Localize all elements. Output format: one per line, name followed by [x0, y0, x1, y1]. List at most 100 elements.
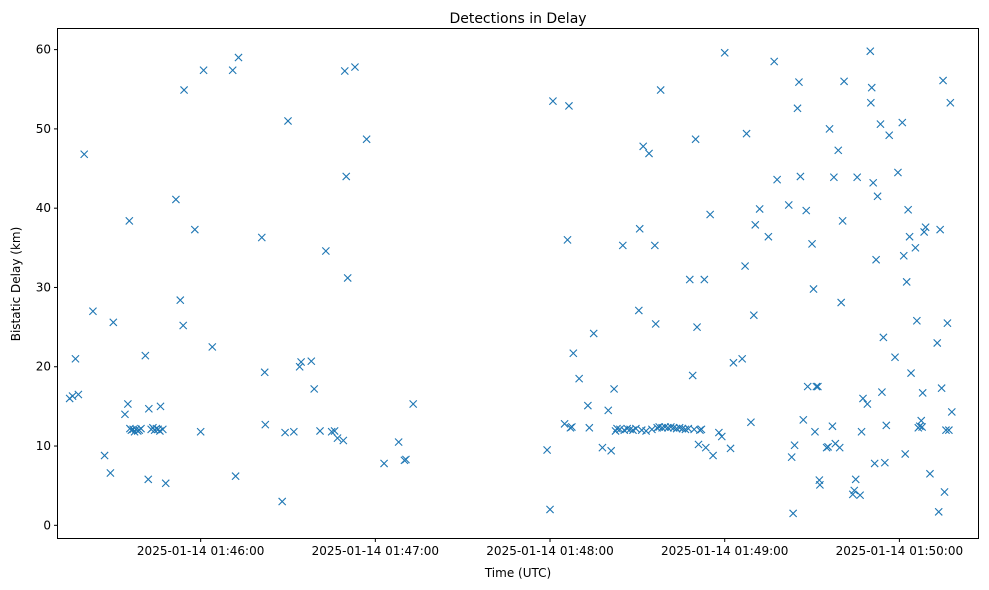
data-point: [180, 86, 189, 95]
y-axis-title: Bistatic Delay (km): [9, 227, 23, 342]
data-point: [838, 216, 847, 225]
data-point: [71, 354, 80, 363]
data-point: [876, 120, 885, 129]
y-tick-label: 0: [43, 518, 51, 532]
data-point: [598, 443, 607, 452]
data-point: [548, 97, 557, 106]
data-point: [152, 424, 161, 433]
data-point: [828, 422, 837, 431]
data-point: [88, 307, 97, 316]
data-point: [401, 455, 410, 464]
data-point: [685, 275, 694, 284]
data-point: [611, 426, 620, 435]
data-point: [635, 224, 644, 233]
data-point: [784, 201, 793, 209]
data-point: [912, 316, 921, 325]
data-point: [904, 205, 913, 214]
data-point: [824, 442, 833, 451]
data-point: [678, 424, 687, 433]
data-point: [834, 146, 843, 155]
data-point: [141, 351, 150, 360]
data-point: [851, 475, 860, 484]
data-point: [866, 98, 875, 107]
data-point: [563, 235, 572, 244]
data-point: [564, 101, 573, 110]
data-point: [234, 53, 243, 62]
data-point: [693, 323, 702, 332]
data-point: [793, 104, 802, 113]
data-point: [604, 406, 613, 415]
data-point: [940, 488, 949, 497]
data-point: [342, 172, 351, 181]
data-point: [717, 432, 726, 441]
y-tick-label: 50: [36, 122, 51, 136]
data-point: [898, 118, 907, 127]
data-point: [228, 66, 237, 75]
data-point: [179, 321, 188, 330]
data-point: [106, 468, 115, 477]
data-point: [297, 358, 306, 366]
data-point: [691, 135, 700, 144]
data-point: [321, 247, 330, 255]
data-point: [755, 204, 764, 213]
data-point: [918, 423, 927, 431]
data-point: [156, 402, 165, 411]
data-point: [612, 424, 621, 433]
data-point: [944, 426, 953, 435]
data-point: [68, 392, 77, 401]
data-point: [350, 63, 359, 72]
data-point: [870, 459, 879, 468]
data-point: [295, 362, 304, 371]
data-point: [825, 124, 834, 133]
data-point: [658, 423, 667, 432]
data-point: [560, 419, 569, 428]
y-tick-label: 10: [36, 439, 51, 453]
data-point: [941, 426, 950, 435]
data-point: [394, 438, 403, 447]
data-point: [802, 206, 811, 215]
data-point: [109, 318, 118, 327]
data-point: [905, 232, 914, 241]
data-point: [720, 48, 729, 57]
x-axis-title: Time (UTC): [484, 566, 551, 580]
data-point: [289, 427, 298, 436]
data-point: [810, 427, 819, 436]
data-point: [808, 239, 817, 248]
data-point: [920, 227, 929, 236]
data-point: [694, 440, 703, 449]
data-point: [310, 384, 319, 393]
x-axis-ticks: 2025-01-14 01:46:00 2025-01-14 01:47:00 20…: [137, 538, 963, 558]
x-tick-label: 2025-01-14 01:47:00: [312, 544, 439, 558]
data-point: [623, 424, 632, 433]
data-point: [307, 357, 316, 366]
y-tick-label: 30: [36, 280, 51, 294]
data-point: [946, 98, 955, 107]
data-point: [663, 423, 672, 432]
x-tick-label: 2025-01-14 01:50:00: [836, 544, 963, 558]
data-point: [934, 507, 943, 516]
y-tick-label: 40: [36, 201, 51, 215]
chart-title: Detections in Delay: [449, 11, 586, 27]
data-point: [790, 441, 799, 450]
data-point: [669, 423, 678, 432]
data-point: [569, 349, 578, 358]
data-point: [343, 273, 352, 282]
data-point: [675, 423, 684, 432]
data-point: [856, 491, 865, 500]
data-point: [631, 424, 640, 433]
data-point: [171, 195, 180, 204]
data-point: [787, 453, 796, 462]
data-point: [939, 76, 948, 85]
data-point: [937, 384, 946, 393]
data-point: [681, 425, 690, 434]
data-point: [575, 374, 584, 383]
data-point: [891, 353, 900, 362]
data-point: [837, 298, 846, 307]
data-point: [770, 57, 779, 66]
data-point: [901, 449, 910, 458]
data-point: [751, 220, 760, 229]
data-point: [196, 427, 205, 436]
y-axis-ticks: 0 10 20 30 40 50 60: [36, 43, 58, 532]
y-tick-label: 60: [36, 43, 51, 57]
